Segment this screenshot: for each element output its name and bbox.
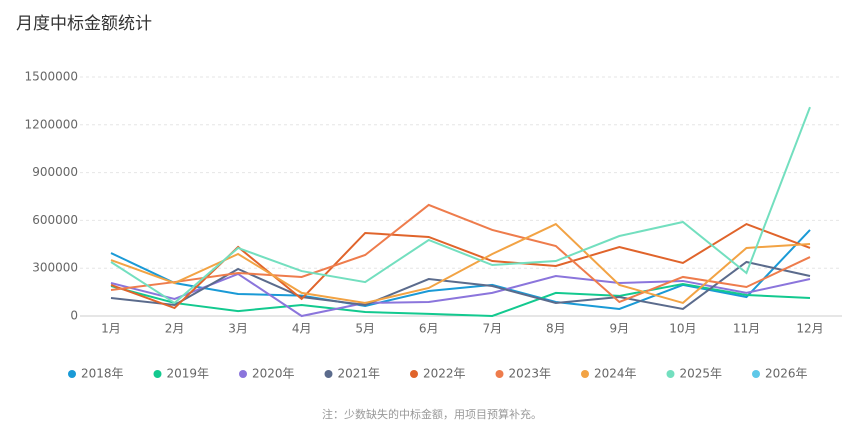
legend-label: 2022年: [423, 367, 466, 381]
series-line: [110, 272, 811, 318]
legend-marker: [581, 370, 589, 378]
x-tick-label: 10月: [669, 322, 696, 336]
series-line: [110, 203, 811, 304]
legend-marker: [153, 370, 162, 378]
legend-label: 2024年: [594, 367, 637, 381]
y-tick-label: 300000: [32, 261, 78, 275]
x-tick-label: 1月: [101, 322, 121, 336]
chart-title: 月度中标金额统计: [16, 14, 152, 34]
x-tick-label: 7月: [482, 322, 502, 336]
legend-marker: [410, 370, 418, 378]
x-tick-label: 11月: [733, 322, 760, 336]
x-tick-label: 12月: [796, 322, 823, 336]
series-line: [110, 106, 811, 305]
legend-marker: [495, 370, 504, 378]
x-tick-label: 3月: [228, 322, 248, 336]
legend-label: 2019年: [167, 367, 210, 381]
legend-label: 2018年: [81, 367, 124, 381]
x-tick-label: 6月: [419, 322, 439, 336]
legend-label: 2021年: [338, 367, 381, 381]
legend-label: 2020年: [252, 367, 295, 381]
legend-label: 2023年: [509, 367, 552, 381]
y-tick-label: 0: [70, 309, 78, 323]
legend-label: 2026年: [765, 367, 808, 381]
y-tick-label: 600000: [32, 213, 78, 227]
y-tick-label: 1500000: [25, 70, 78, 84]
x-tick-label: 8月: [546, 322, 566, 336]
series-line: [110, 222, 811, 305]
x-tick-label: 5月: [355, 322, 375, 336]
legend-marker: [752, 370, 760, 378]
y-tick-label: 1200000: [25, 117, 78, 131]
series-line: [110, 282, 811, 318]
y-tick-label: 900000: [32, 165, 78, 179]
legend-marker: [666, 370, 675, 378]
x-tick-label: 4月: [292, 322, 312, 336]
legend-marker: [324, 370, 333, 378]
footnote: 注：少数缺失的中标金额，用项目预算补充。: [322, 407, 542, 421]
x-tick-label: 2月: [165, 322, 185, 336]
series-line: [110, 229, 811, 311]
legend-label: 2025年: [680, 367, 723, 381]
legend-marker: [239, 370, 247, 378]
x-tick-label: 9月: [610, 322, 630, 336]
legend-marker: [68, 370, 76, 378]
